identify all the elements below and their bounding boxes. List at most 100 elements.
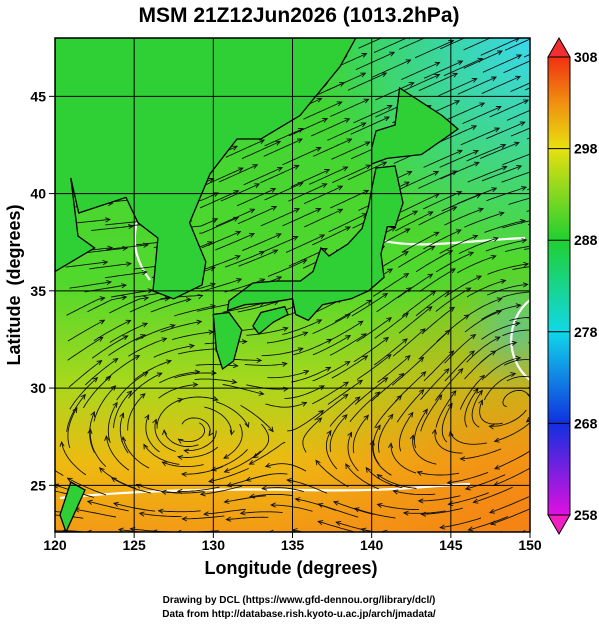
arrowhead xyxy=(258,390,265,396)
colorbar-tick-label: 308 xyxy=(574,49,598,65)
arrowhead xyxy=(443,368,450,374)
streamline xyxy=(67,336,104,361)
streamline xyxy=(242,538,284,541)
streamline xyxy=(223,302,265,313)
arrowhead xyxy=(540,360,545,364)
arrowhead xyxy=(451,170,458,176)
y-axis-label: Latitude (degrees) xyxy=(4,204,24,365)
arrowhead xyxy=(239,510,246,516)
streamline xyxy=(178,422,206,443)
arrowhead xyxy=(278,31,283,35)
streamline xyxy=(439,150,479,168)
arrowhead xyxy=(203,511,209,517)
streamline xyxy=(374,312,409,339)
streamline xyxy=(423,149,463,168)
streamline xyxy=(122,436,150,469)
colorbar-extend-low xyxy=(547,514,571,535)
streamline xyxy=(288,183,327,202)
arrowhead xyxy=(406,170,413,176)
arrowhead xyxy=(141,269,148,276)
streamline xyxy=(462,106,502,125)
streamline xyxy=(334,299,372,322)
streamline xyxy=(400,74,440,93)
arrowhead xyxy=(126,261,132,267)
arrowhead xyxy=(357,379,364,385)
streamline xyxy=(109,322,148,343)
arrowhead xyxy=(515,355,522,361)
arrowhead xyxy=(177,397,184,403)
arrowhead xyxy=(490,350,497,356)
streamline xyxy=(512,266,530,271)
streamline xyxy=(287,410,324,432)
arrowhead xyxy=(454,100,461,105)
arrowhead xyxy=(493,437,500,443)
streamline xyxy=(468,516,509,531)
arrowhead xyxy=(316,29,321,33)
streamline xyxy=(460,448,502,460)
streamline xyxy=(347,161,387,181)
arrowhead xyxy=(264,462,271,468)
streamline xyxy=(441,403,453,443)
streamline xyxy=(312,335,351,356)
arrowhead xyxy=(521,186,528,191)
streamline xyxy=(240,511,283,514)
arrowhead xyxy=(418,388,425,395)
streamline xyxy=(266,331,308,344)
streamline xyxy=(354,507,396,519)
arrowhead xyxy=(420,511,427,517)
arrowhead xyxy=(268,426,274,433)
streamline xyxy=(501,171,530,183)
streamline xyxy=(396,389,425,423)
arrowhead xyxy=(467,526,474,532)
arrowhead xyxy=(345,226,352,232)
arrowhead xyxy=(129,526,136,532)
coastlines xyxy=(55,38,460,532)
streamline xyxy=(133,360,172,381)
streamline xyxy=(401,290,436,317)
arrowhead xyxy=(519,121,526,127)
streamline xyxy=(418,329,451,360)
arrowhead xyxy=(332,500,339,506)
streamline xyxy=(237,206,277,225)
streamline xyxy=(264,128,304,147)
arrowhead xyxy=(143,443,149,450)
arrowhead xyxy=(403,312,410,318)
streamline xyxy=(312,361,350,382)
streamline xyxy=(351,293,388,317)
streamline xyxy=(67,319,105,342)
streamline xyxy=(65,261,108,268)
arrowhead xyxy=(412,210,419,216)
streamline xyxy=(435,251,474,273)
arrowhead xyxy=(477,389,483,396)
arrowhead xyxy=(87,428,93,435)
x-tick-label: 125 xyxy=(122,537,146,553)
y-tick-label: 30 xyxy=(30,380,46,396)
streamline xyxy=(261,347,303,357)
streamline xyxy=(264,182,303,201)
arrowhead xyxy=(522,282,529,288)
arrowhead xyxy=(489,508,496,514)
arrowhead xyxy=(235,230,242,236)
streamline xyxy=(304,208,343,228)
streamline xyxy=(223,536,265,537)
streamline xyxy=(508,197,530,205)
streamline xyxy=(226,516,269,521)
streamline xyxy=(398,245,435,268)
x-tick-label: 130 xyxy=(202,537,226,553)
arrowhead xyxy=(245,476,252,482)
streamline xyxy=(222,384,264,395)
arrowhead xyxy=(511,340,518,346)
arrowhead xyxy=(464,485,471,491)
arrowhead xyxy=(128,223,135,230)
contour xyxy=(510,299,530,381)
streamline xyxy=(158,510,201,513)
arrowhead xyxy=(419,328,426,334)
colorbar-ticks: 258 268 278 288 298 308 xyxy=(548,49,598,523)
arrowhead xyxy=(165,359,172,365)
shikoku xyxy=(252,305,289,335)
arrowhead xyxy=(434,61,441,67)
arrowhead xyxy=(437,394,443,401)
streamline xyxy=(502,329,530,337)
arrowhead xyxy=(342,393,349,400)
streamline xyxy=(61,441,87,476)
